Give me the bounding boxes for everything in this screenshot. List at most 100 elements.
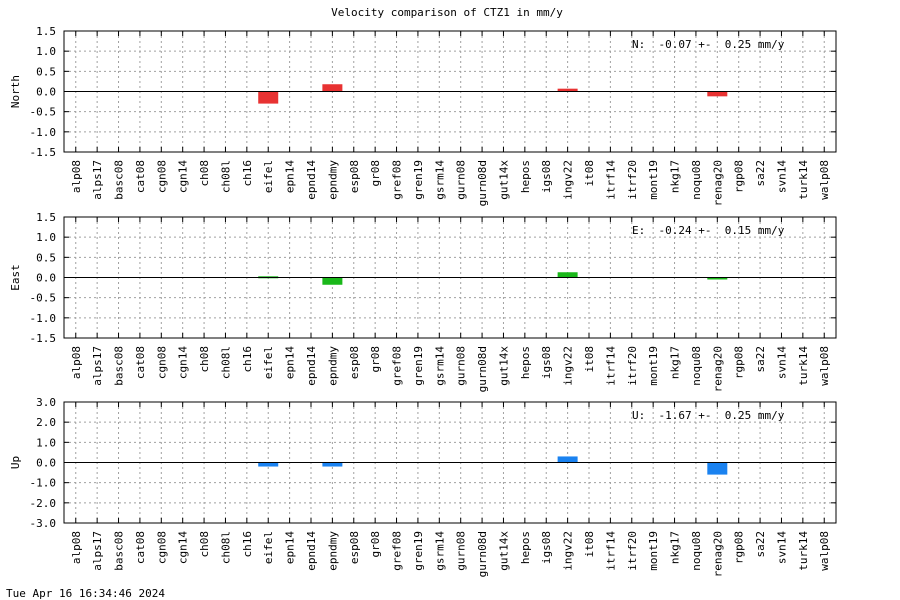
x-tick-label: epn14 <box>284 160 297 193</box>
y-tick-label: -1.5 <box>30 146 57 159</box>
x-tick-label: it08 <box>583 160 596 187</box>
x-tick-label: gurn08d <box>476 531 489 577</box>
x-tick-label: turk14 <box>797 346 810 386</box>
x-tick-label: ch08l <box>219 160 232 193</box>
x-tick-label: walp08 <box>818 346 831 386</box>
x-tick-label: cat08 <box>134 531 147 564</box>
chart-panel-north: 1.5 1.0 0.5 0.0 -0.5 -1.0 -1.5 alp08 alps17 basc0… <box>9 25 837 206</box>
y-tick-label: -1.0 <box>30 312 57 325</box>
x-tick-label: gut14x <box>497 531 510 571</box>
x-tick-label: gref08 <box>391 160 404 200</box>
x-tick-label: gsrm14 <box>433 346 446 386</box>
x-tick-label: walp08 <box>818 531 831 571</box>
x-tick-label: mont19 <box>647 531 660 571</box>
x-tick-label: nkg17 <box>669 531 682 564</box>
x-tick-label: cgn08 <box>155 160 168 193</box>
x-tick-label: ch16 <box>241 531 254 558</box>
x-tick-label: eifel <box>262 346 275 379</box>
x-tick-label: gr08 <box>369 346 382 373</box>
x-tick-label: epndmy <box>326 531 339 571</box>
x-tick-label: epndmy <box>326 160 339 200</box>
bar-renag20 <box>707 91 728 97</box>
bar-epndmy <box>322 84 343 92</box>
x-tick-label: cat08 <box>134 160 147 193</box>
x-tick-label: igs08 <box>540 346 553 379</box>
bar-ingv22 <box>557 88 578 92</box>
x-tick-label: cat08 <box>134 346 147 379</box>
x-tick-label: alp08 <box>70 160 83 193</box>
x-tick-label: alps17 <box>91 531 104 571</box>
bar-ingv22 <box>557 456 578 463</box>
x-tick-label: esp08 <box>348 346 361 379</box>
x-tick-label: ingv22 <box>562 160 575 200</box>
x-tick-label: alp08 <box>70 531 83 564</box>
x-tick-label: gren19 <box>412 346 425 386</box>
y-tick-label: 1.0 <box>36 45 56 58</box>
x-tick-label: gurn08 <box>455 346 468 386</box>
x-tick-label: gurn08 <box>455 531 468 571</box>
x-tick-label: cgn14 <box>177 531 190 564</box>
x-tick-label: nkg17 <box>669 160 682 193</box>
y-tick-label: -1.0 <box>30 126 57 139</box>
x-tick-label: nkg17 <box>669 346 682 379</box>
x-tick-label: renag20 <box>711 160 724 206</box>
plot-frame <box>63 216 837 339</box>
y-tick-label: 3.0 <box>36 396 56 409</box>
bar-epndmy <box>322 462 343 467</box>
bar-renag20 <box>707 462 728 475</box>
y-tick-label: 0.5 <box>36 251 56 264</box>
x-tick-label: igs08 <box>540 531 553 564</box>
x-tick-label: alp08 <box>70 346 83 379</box>
x-tick-label: basc08 <box>113 531 126 571</box>
x-tick-label: renag20 <box>711 531 724 577</box>
y-axis-label: North <box>9 75 22 108</box>
bar-eifel <box>258 462 279 467</box>
x-tick-label: cgn08 <box>155 531 168 564</box>
x-tick-label: noqu08 <box>690 346 703 386</box>
x-tick-label: alps17 <box>91 160 104 200</box>
chart-panel-up: 3.0 2.0 1.0 0.0 -1.0 -2.0 -3.0 alp08 alps17 basc0… <box>9 396 837 577</box>
x-tick-label: itrf20 <box>626 160 639 200</box>
x-tick-label: sa22 <box>754 531 767 558</box>
x-tick-label: cgn08 <box>155 346 168 379</box>
x-tick-label: noqu08 <box>690 160 703 200</box>
x-tick-label: epn14 <box>284 531 297 564</box>
bar-renag20 <box>707 277 728 280</box>
x-tick-label: gsrm14 <box>433 531 446 571</box>
plot-frame <box>63 30 837 153</box>
y-tick-label: 1.0 <box>36 231 56 244</box>
x-tick-label: gren19 <box>412 531 425 571</box>
y-tick-label: 2.0 <box>36 416 56 429</box>
x-tick-label: epn14 <box>284 346 297 379</box>
x-tick-label: ch16 <box>241 160 254 187</box>
y-tick-label: 1.5 <box>36 25 56 38</box>
x-tick-label: ch08 <box>198 346 211 373</box>
x-tick-label: epndmy <box>326 346 339 386</box>
x-tick-label: itrf14 <box>604 346 617 386</box>
x-tick-label: rgp08 <box>733 160 746 193</box>
y-tick-label: 0.0 <box>36 457 56 470</box>
x-tick-label: esp08 <box>348 160 361 193</box>
timestamp: Tue Apr 16 16:34:46 2024 <box>6 587 165 600</box>
x-tick-label: gref08 <box>391 531 404 571</box>
x-tick-label: eifel <box>262 160 275 193</box>
x-tick-label: epnd14 <box>305 531 318 571</box>
x-tick-label: epnd14 <box>305 346 318 386</box>
x-tick-label: ch08 <box>198 531 211 558</box>
x-tick-label: walp08 <box>818 160 831 200</box>
y-axis-label: East <box>9 264 22 291</box>
x-tick-label: basc08 <box>113 160 126 200</box>
x-tick-label: svn14 <box>775 160 788 193</box>
bar-eifel <box>258 91 279 104</box>
chart-title: Velocity comparison of CTZ1 in mm/y <box>331 6 563 19</box>
x-tick-label: svn14 <box>775 346 788 379</box>
x-tick-label: gr08 <box>369 531 382 558</box>
x-tick-label: gut14x <box>497 160 510 200</box>
y-tick-label: 1.5 <box>36 211 56 224</box>
x-tick-label: it08 <box>583 346 596 373</box>
x-tick-label: gsrm14 <box>433 160 446 200</box>
x-tick-label: ch08l <box>219 346 232 379</box>
y-axis-label: Up <box>9 456 22 469</box>
y-tick-label: -0.5 <box>30 292 57 305</box>
